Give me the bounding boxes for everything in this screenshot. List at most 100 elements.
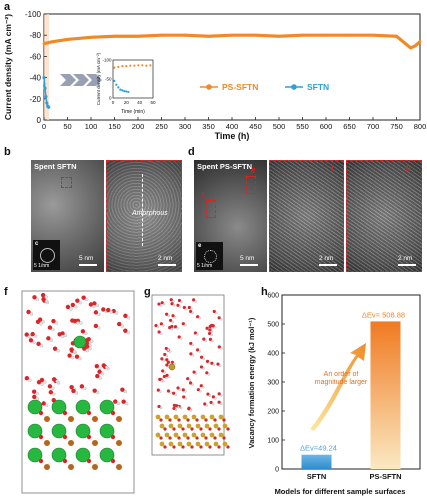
tem-image-spent-ps-sftn: Spent PS-SFTN I II e 5 1/nm 5 nm [194,160,267,272]
hydrogen-atom [185,307,188,311]
x-tick-label: PS-SFTN [369,472,401,481]
series-line-ps-sftn [43,33,422,50]
data-point-ps-sftn [183,33,187,37]
hydrogen-atom [85,298,89,302]
hydrogen-atom [56,349,60,353]
sftn-highlight-band [44,14,49,120]
y-tick-label: 100 [267,438,279,445]
oxygen-atom [195,348,200,352]
data-point-ps-sftn [47,41,51,45]
hydrogen-atom [204,339,208,342]
oxygen-atom [32,295,37,300]
metal-atom [92,440,98,446]
oxygen-atom [166,389,171,393]
hydrogen-atom [28,334,32,339]
oxygen-atom [186,418,190,422]
oxygen-atom [163,352,167,357]
metal-atom [116,440,122,446]
metal-atom [116,416,122,422]
metal-atom [177,423,183,429]
y-tick-label: 600 [267,293,279,300]
x-tick-label: SFTN [307,472,327,481]
y-tick-label: -20 [29,95,41,104]
inset-x-tick-label: 40 [137,100,143,105]
inset-point-ps-sftn [129,64,132,67]
oxygen-atom [217,345,221,349]
inset-point-sftn [125,90,128,93]
oxygen-atom [212,309,216,314]
oxygen-atom [169,318,173,323]
oxygen-atom [211,324,215,328]
hydrogen-atom [211,402,215,406]
y-tick-label: 500 [267,322,279,329]
oxygen-atom [208,337,213,342]
hydrogen-atom [29,312,34,316]
hydrogen-atom [219,318,223,321]
oxygen-atom [177,335,181,339]
oxygen-atom [182,395,186,399]
metal-atom [213,441,219,447]
metal-atom [159,423,165,429]
hydrogen-atom [219,402,223,405]
y-tick-label: -60 [29,52,41,61]
oxygen-atom [28,338,34,343]
hydrogen-atom [178,388,182,391]
sr-atom [75,399,91,415]
hydrogen-atom [55,379,59,383]
metal-atom [195,441,201,447]
sr-atom [51,423,67,439]
hydrogen-atom [32,340,36,344]
x-tick-label: 600 [320,122,333,131]
data-point-ps-sftn [42,42,46,46]
hydrogen-atom [98,366,102,370]
metal-atom [186,441,192,447]
oxygen-atom [226,445,230,449]
zoom-frame [106,160,182,272]
hydrogen-atom [72,349,77,354]
oxygen-atom [181,388,185,392]
oxygen-atom [206,392,210,396]
scale-bar [240,264,258,266]
hydrogen-atom [159,304,163,307]
scale-label-5nm-d: 5 nm [240,255,255,262]
chart-a-xlabel: Time (h) [215,131,250,141]
hydrogen-atom [52,392,56,396]
hydrogen-atom [126,316,131,320]
roman-label-i-zoom: I [331,164,334,173]
y-tick-label: 0 [37,116,42,125]
oxygen-atom [51,318,56,324]
hydrogen-atom [202,367,205,370]
oxygen-atom [208,331,212,336]
metal-atom [92,416,98,422]
oxygen-atom [192,370,196,374]
oxygen-atom [24,332,29,337]
oxygen-atom [32,394,37,400]
scale-label-2nm-b: 2 nm [158,255,173,262]
hydrogen-atom [159,390,162,393]
oxygen-atom [38,410,44,416]
oxygen-atom [190,427,194,431]
hydrogen-atom [207,373,211,376]
hydrogen-atom [171,320,174,324]
hydrogen-atom [125,402,129,406]
hydrogen-atom [74,305,78,309]
metal-atom [68,464,74,470]
oxygen-atom [97,369,102,374]
zoom-region-box-i [206,200,216,218]
oxygen-atom [110,458,116,464]
hydrogen-atom [165,376,168,380]
metal-atom [68,416,74,422]
hydrogen-atom [95,303,100,308]
metal-atom [195,423,201,429]
data-point-ps-sftn [324,33,328,37]
hrtem-amorphous: Amorphous 2 nm [106,160,182,272]
thickness-indicator [142,174,144,246]
inset-point-sftn [113,79,116,82]
data-point-ps-sftn [254,33,257,37]
chart-a-ylabel: Current density (mA cm⁻²) [3,14,13,120]
hydrogen-atom [208,394,212,397]
legend-label-ps-sftn: PS-SFTN [222,82,258,92]
data-point-sftn [42,76,46,80]
metal-atom [168,423,174,429]
panel-label-d: d [188,146,195,158]
